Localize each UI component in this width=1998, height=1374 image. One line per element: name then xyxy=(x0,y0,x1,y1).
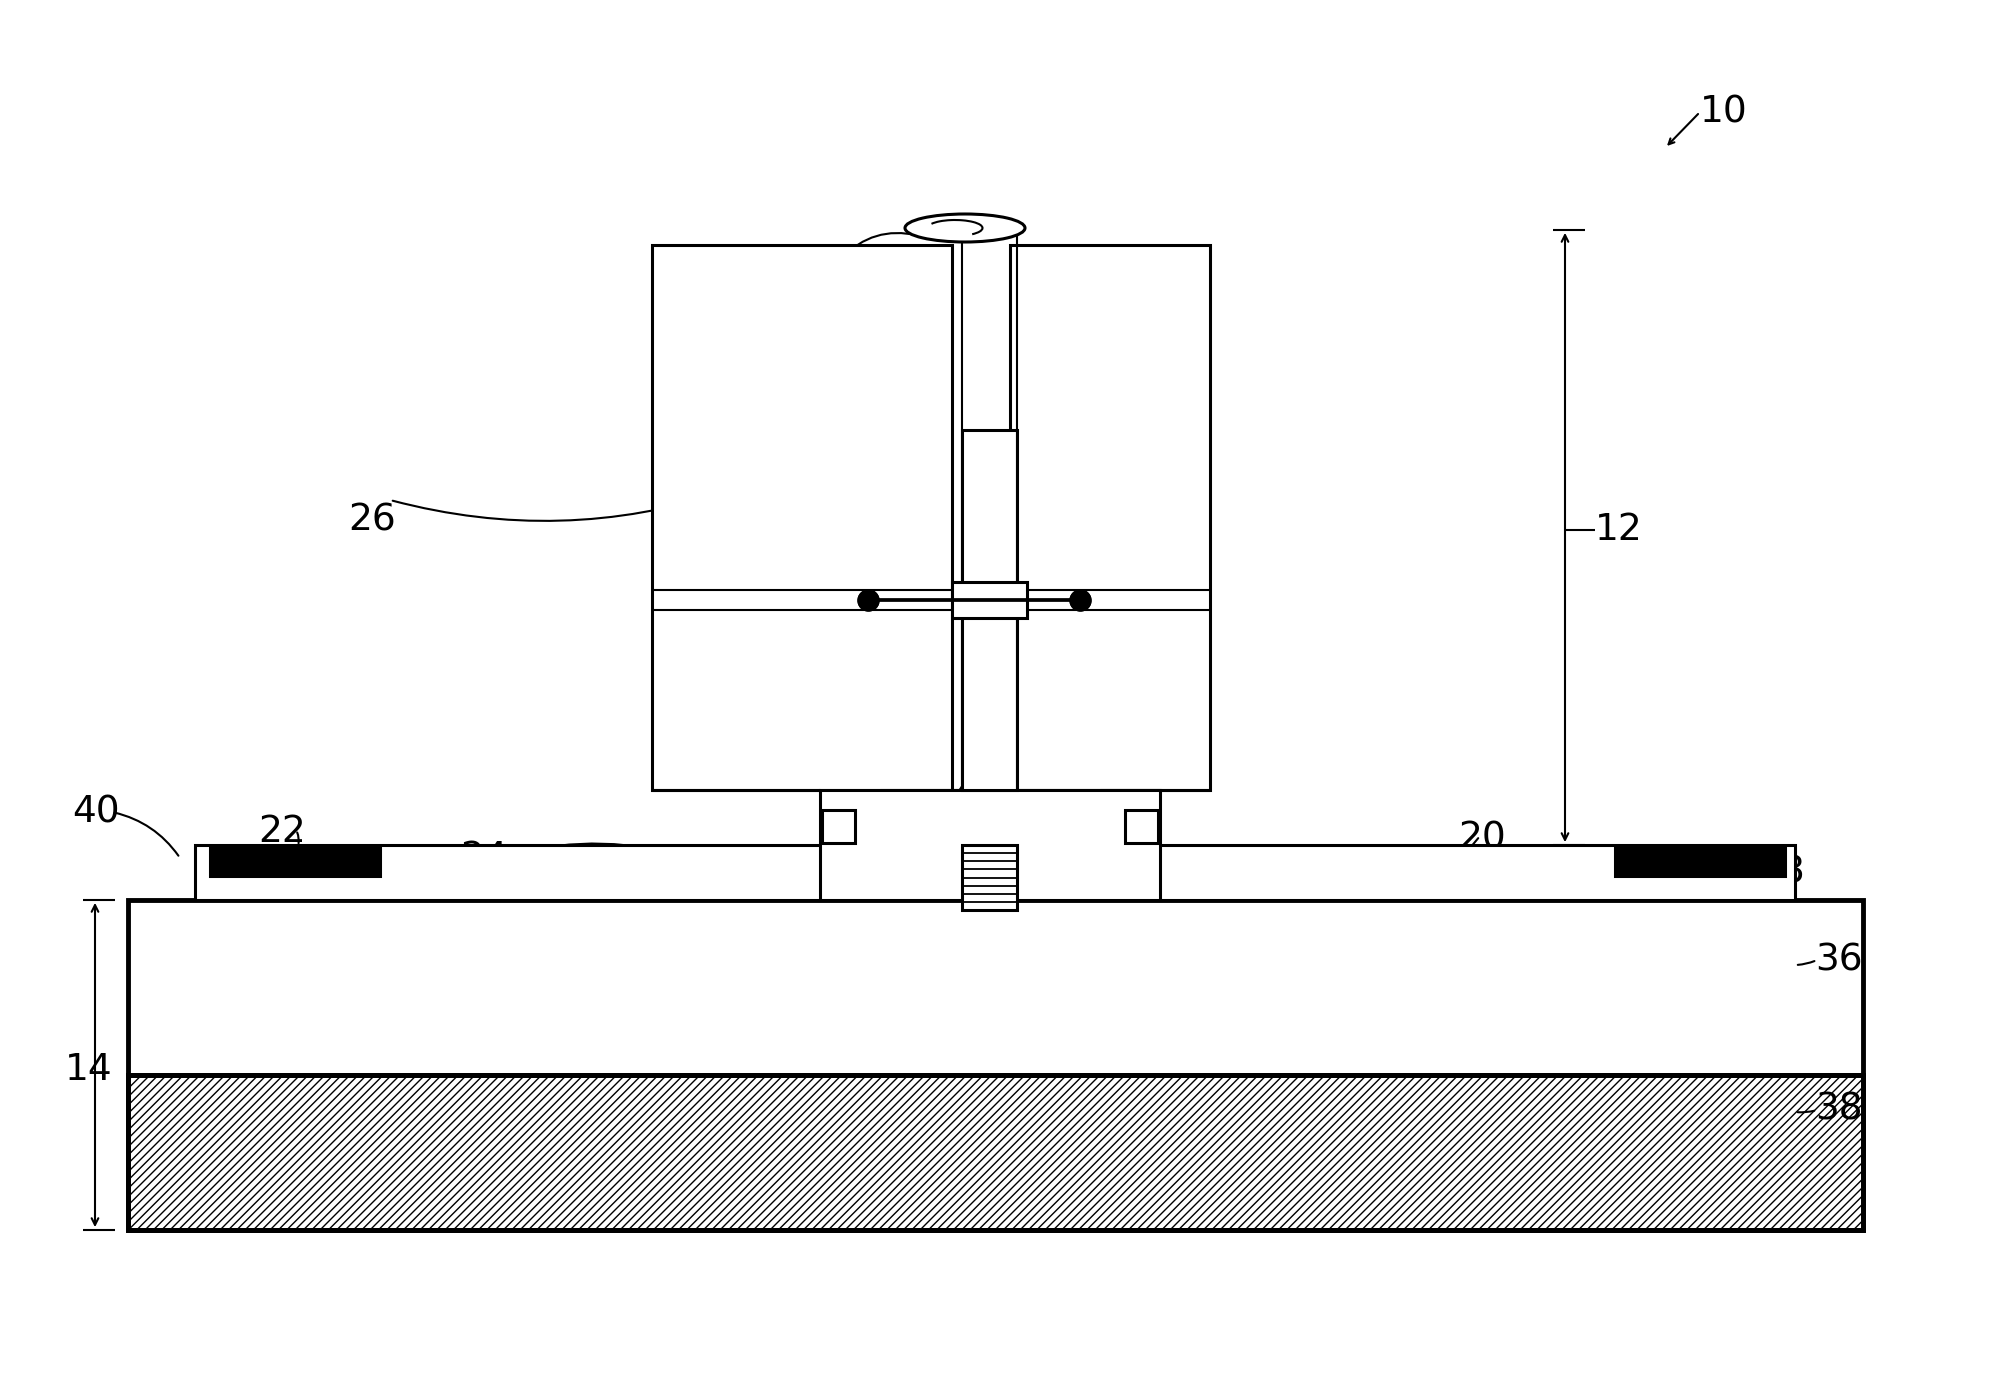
Bar xyxy=(196,845,1794,900)
Text: 10: 10 xyxy=(1700,93,1748,131)
Text: 24: 24 xyxy=(460,840,507,877)
Text: 20: 20 xyxy=(1459,820,1506,856)
Bar xyxy=(1614,848,1784,877)
Text: 14: 14 xyxy=(66,1052,112,1088)
Bar xyxy=(1011,245,1211,790)
Text: 18: 18 xyxy=(1758,855,1806,890)
Bar xyxy=(961,845,1017,910)
Text: 22: 22 xyxy=(258,813,306,851)
Ellipse shape xyxy=(905,214,1025,242)
Text: 26: 26 xyxy=(348,502,396,539)
Bar xyxy=(128,900,1862,1074)
Text: 36: 36 xyxy=(1814,943,1862,978)
Bar xyxy=(819,790,1161,900)
Text: 42: 42 xyxy=(949,780,997,816)
Bar xyxy=(210,848,380,877)
Text: 28: 28 xyxy=(985,620,1033,655)
Text: 40: 40 xyxy=(72,794,120,830)
Bar xyxy=(128,1074,1862,1230)
Bar xyxy=(128,1074,1862,1230)
Bar xyxy=(821,811,855,844)
Bar xyxy=(951,583,1027,618)
Text: 16: 16 xyxy=(1051,820,1097,856)
Text: 34: 34 xyxy=(989,577,1037,613)
Bar xyxy=(651,245,951,790)
Text: 30: 30 xyxy=(1111,382,1157,418)
Text: 38: 38 xyxy=(1814,1092,1862,1128)
Text: 32: 32 xyxy=(839,245,887,280)
Bar xyxy=(961,430,1017,790)
Text: 12: 12 xyxy=(1594,513,1642,548)
Bar xyxy=(1125,811,1159,844)
